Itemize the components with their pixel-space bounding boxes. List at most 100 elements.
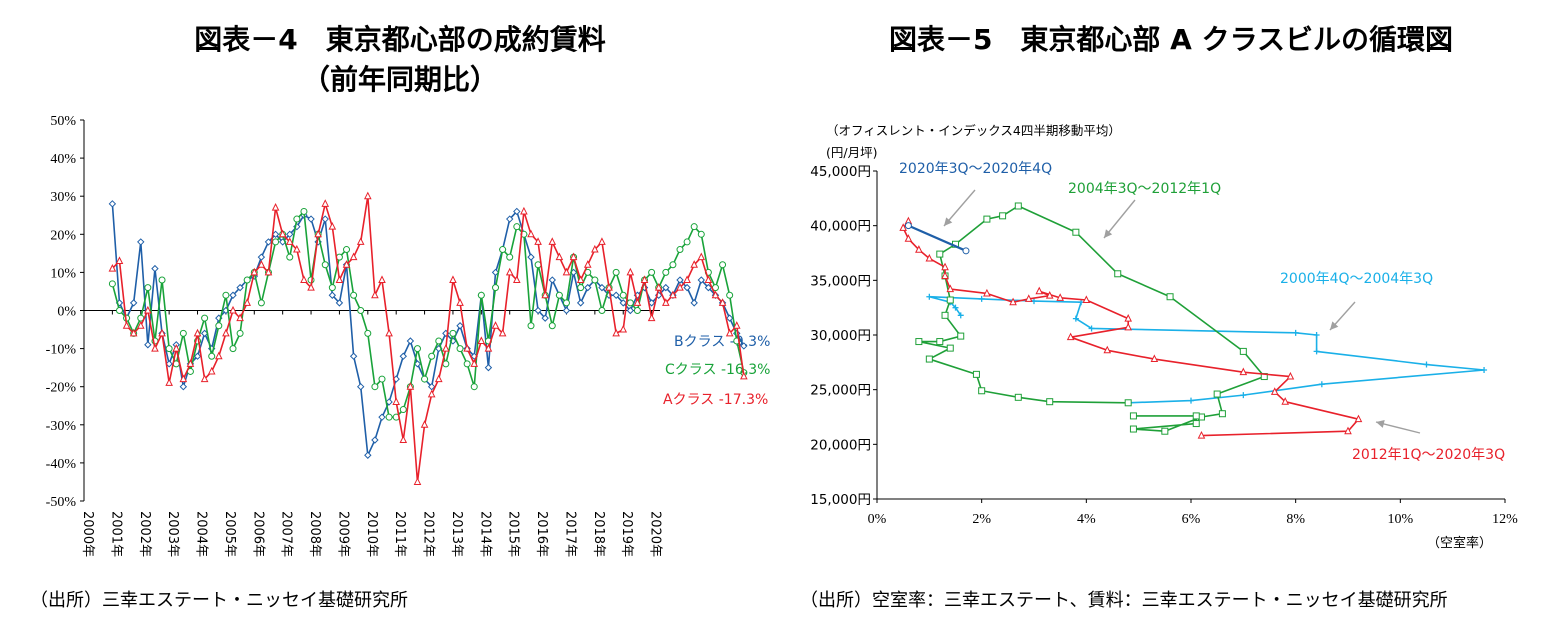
chart4-point <box>364 451 372 459</box>
chart5-point <box>1056 293 1064 301</box>
chart4-x-tick-label: 2019年 <box>619 511 634 557</box>
chart5-series-line <box>918 205 1266 433</box>
chart5-point <box>1161 427 1169 435</box>
chart4-line-chart: 50%40%30%20%10%0%-10%-20%-30%-40%-50%200… <box>46 114 771 557</box>
chart4-point <box>286 253 294 261</box>
chart4-point <box>683 283 691 292</box>
chart4-point <box>513 223 521 231</box>
chart4-point <box>434 374 443 383</box>
chart4-point <box>470 359 479 367</box>
chart4-point <box>711 290 720 299</box>
chart4-point <box>598 307 606 314</box>
chart5-point <box>957 312 964 319</box>
chart5-point <box>1124 399 1132 407</box>
chart4-point <box>300 275 308 284</box>
chart4-point <box>491 321 500 329</box>
chart5-y-tick-label: 35,000円 <box>810 273 871 289</box>
chart5-y-tick-label: 20,000円 <box>810 437 871 453</box>
chart5-x-tick-label: 6% <box>1182 512 1201 527</box>
chart4-point <box>392 397 400 405</box>
chart4-point <box>378 275 386 284</box>
chart4-point <box>151 264 159 273</box>
chart5-point <box>1313 348 1320 355</box>
chart5-point <box>983 215 991 223</box>
chart5-point <box>952 304 959 311</box>
chart4-point <box>725 314 734 322</box>
chart4-point <box>569 252 578 261</box>
chart4-point <box>115 256 124 264</box>
chart4-point <box>697 276 705 284</box>
chart4-point <box>577 284 585 292</box>
chart4-point <box>584 283 592 292</box>
chart5-point <box>978 387 986 395</box>
chart4-point <box>420 420 429 428</box>
chart4-point <box>740 342 748 350</box>
chart4-point <box>371 290 379 299</box>
chart4-point <box>137 238 145 246</box>
chart5-annotation-arrowhead <box>1104 229 1113 238</box>
chart4-point <box>456 298 464 306</box>
chart4-point <box>314 229 322 238</box>
chart5-point <box>915 338 923 346</box>
chart5-point <box>1046 398 1054 406</box>
chart5-point <box>1313 332 1320 338</box>
chart4-y-tick-label: 20% <box>50 228 76 243</box>
chart4-point <box>619 299 627 307</box>
chart4-point <box>662 268 670 276</box>
chart5-subtitle: （オフィスレント・インデックス4四半期移動平均） <box>826 123 1121 138</box>
chart4-point <box>307 283 315 291</box>
chart5-x-tick-label: 10% <box>1387 512 1413 527</box>
chart4-point <box>144 305 152 314</box>
chart4-point <box>669 261 677 269</box>
chart4-point <box>356 237 365 245</box>
chart4-point <box>129 328 138 337</box>
chart4-point <box>640 275 649 284</box>
chart5-annotation-arrowhead <box>944 217 953 226</box>
chart4-point <box>676 276 684 284</box>
chart4-point <box>172 343 181 352</box>
chart5-point <box>1481 366 1488 373</box>
chart4-y-tick-label: 40% <box>50 152 76 167</box>
chart5-point <box>926 293 933 300</box>
chart4-point <box>449 329 457 337</box>
chart4-point <box>740 371 748 380</box>
chart4-point <box>257 299 265 307</box>
chart4-point <box>293 244 301 253</box>
chart4-x-tick-label: 2015年 <box>506 511 521 557</box>
chart4-point <box>562 299 570 307</box>
chart5-point <box>1150 354 1159 363</box>
chart5-point <box>904 222 912 230</box>
chart5-point <box>899 223 907 231</box>
chart4-point <box>378 375 386 383</box>
chart4-point <box>548 322 556 330</box>
chart4-point <box>576 275 585 284</box>
chart4-point <box>243 298 251 306</box>
chart4-point <box>364 191 372 200</box>
chart5-point <box>1192 420 1200 428</box>
chart4-x-tick-label: 2013年 <box>449 511 464 557</box>
chart5-point <box>972 370 980 378</box>
chart4-point <box>725 328 734 337</box>
chart4-point <box>108 263 117 272</box>
chart4-point <box>321 215 329 223</box>
chart4-point <box>683 275 691 284</box>
chart4-point <box>527 322 535 330</box>
chart4-point <box>179 374 188 383</box>
chart4-point <box>662 283 670 292</box>
chart4-point <box>165 345 173 353</box>
chart5-annotation-arrowhead <box>1376 420 1385 428</box>
chart4-y-tick-label: 0% <box>57 305 76 320</box>
chart4-point <box>477 336 486 344</box>
chart5-point <box>1035 286 1044 295</box>
chart5-point <box>1239 347 1247 355</box>
chart5-point <box>1270 387 1279 395</box>
chart5-point <box>978 295 985 302</box>
chart4-point <box>626 306 635 315</box>
chart5-point <box>1088 325 1095 332</box>
chart4-point <box>364 329 372 337</box>
chart4-point <box>719 261 727 269</box>
chart4-x-tick-label: 2020年 <box>648 511 663 557</box>
chart4-point <box>697 230 705 238</box>
chart5-y-tick-label: 15,000円 <box>810 492 871 508</box>
chart5-point <box>1281 397 1290 405</box>
